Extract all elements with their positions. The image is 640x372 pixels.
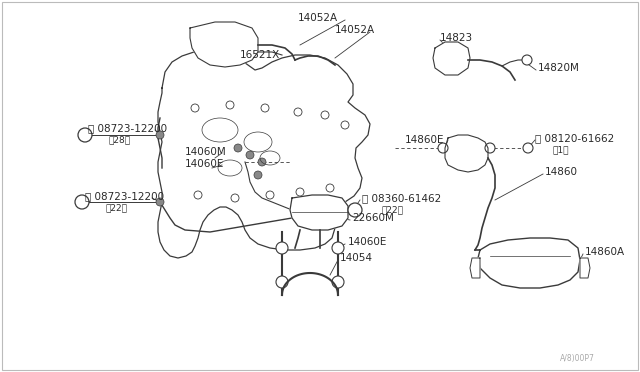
- Circle shape: [523, 143, 533, 153]
- Polygon shape: [470, 258, 480, 278]
- Text: 。28】: 。28】: [108, 135, 130, 144]
- Circle shape: [254, 171, 262, 179]
- Circle shape: [156, 131, 164, 139]
- Circle shape: [321, 111, 329, 119]
- Circle shape: [261, 104, 269, 112]
- Text: 14060E: 14060E: [185, 159, 225, 169]
- Polygon shape: [290, 195, 348, 230]
- Circle shape: [75, 195, 89, 209]
- Polygon shape: [433, 42, 470, 75]
- Polygon shape: [190, 22, 258, 67]
- Text: 14823: 14823: [440, 33, 473, 43]
- Text: 14052A: 14052A: [335, 25, 375, 35]
- Text: 14820M: 14820M: [538, 63, 580, 73]
- Circle shape: [246, 151, 254, 159]
- Text: 16521X: 16521X: [240, 50, 280, 60]
- Circle shape: [78, 128, 92, 142]
- Polygon shape: [478, 238, 580, 288]
- Circle shape: [194, 191, 202, 199]
- Text: 14860: 14860: [545, 167, 578, 177]
- Circle shape: [341, 121, 349, 129]
- Circle shape: [276, 276, 288, 288]
- Text: 。22】: 。22】: [382, 205, 404, 215]
- Circle shape: [522, 55, 532, 65]
- Text: Ⓒ 08723-12200: Ⓒ 08723-12200: [85, 191, 164, 201]
- Circle shape: [226, 101, 234, 109]
- Circle shape: [348, 203, 362, 217]
- Circle shape: [234, 144, 242, 152]
- Circle shape: [330, 200, 340, 210]
- Polygon shape: [580, 258, 590, 278]
- Circle shape: [294, 108, 302, 116]
- Circle shape: [332, 276, 344, 288]
- Polygon shape: [158, 50, 370, 258]
- Text: 【1】: 【1】: [553, 145, 570, 154]
- Circle shape: [315, 200, 325, 210]
- Circle shape: [231, 194, 239, 202]
- Text: 22660M: 22660M: [352, 213, 394, 223]
- Text: 14060E: 14060E: [348, 237, 387, 247]
- Circle shape: [332, 242, 344, 254]
- Text: 14054: 14054: [340, 253, 373, 263]
- Circle shape: [296, 188, 304, 196]
- Text: 14860E: 14860E: [405, 135, 445, 145]
- Circle shape: [485, 143, 495, 153]
- Circle shape: [300, 200, 310, 210]
- Text: 。22】: 。22】: [105, 203, 127, 212]
- Circle shape: [326, 184, 334, 192]
- Circle shape: [266, 191, 274, 199]
- Text: A/8)00P7: A/8)00P7: [560, 353, 595, 362]
- Circle shape: [276, 242, 288, 254]
- Text: 14052A: 14052A: [298, 13, 338, 23]
- Circle shape: [438, 143, 448, 153]
- Text: 14860A: 14860A: [585, 247, 625, 257]
- Text: Ⓢ 08360-61462: Ⓢ 08360-61462: [362, 193, 441, 203]
- Text: Ⓑ 08120-61662: Ⓑ 08120-61662: [535, 133, 614, 143]
- Circle shape: [258, 158, 266, 166]
- Text: 14060M: 14060M: [185, 147, 227, 157]
- Circle shape: [156, 198, 164, 206]
- Text: Ⓓ 08723-12200: Ⓓ 08723-12200: [88, 123, 167, 133]
- Circle shape: [191, 104, 199, 112]
